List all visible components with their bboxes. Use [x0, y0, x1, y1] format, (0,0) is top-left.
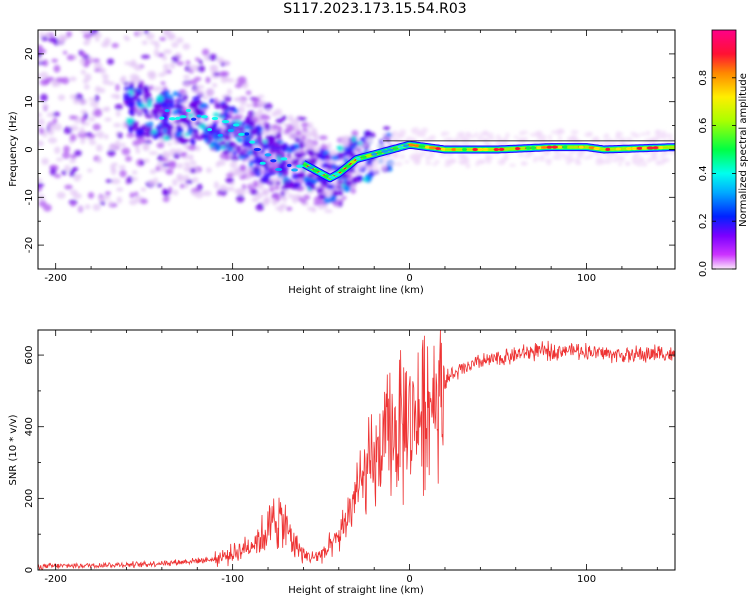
spectrogram-y-label: Frequency (Hz)	[8, 111, 19, 187]
spectrogram-x-tick-label: -200	[44, 273, 67, 284]
snr-x-ticks: -200 -100 0 100	[44, 330, 658, 585]
spectrogram-x-ticks: -200 -100 0 100	[44, 30, 658, 284]
snr-y-ticks: 0 200 400 600	[24, 346, 675, 573]
spectrogram-x-tick-label: 0	[406, 273, 412, 284]
colorbar-tick-label: 0.8	[698, 70, 709, 86]
snr-y-tick-label: 200	[24, 489, 35, 508]
snr-x-label: Height of straight line (km)	[288, 585, 424, 596]
snr-x-tick-label: 0	[406, 574, 412, 585]
figure-title: S117.2023.173.15.54.R03	[283, 1, 467, 17]
snr-series-line	[38, 330, 675, 570]
spectrogram-x-tick-label: 100	[577, 273, 596, 284]
snr-panel: -200 -100 0 100 0 200 400 600 Height of straig…	[8, 329, 676, 596]
snr-y-tick-label: 0	[24, 567, 35, 573]
spectrogram-x-label: Height of straight line (km)	[288, 285, 424, 296]
snr-x-tick-label: -200	[44, 574, 67, 585]
colorbar-tick-label: 0.0	[698, 261, 709, 277]
spectrogram-y-tick-label: -20	[24, 237, 35, 253]
snr-background	[38, 330, 675, 570]
spectrogram-y-tick-label: -10	[24, 189, 35, 205]
colorbar-tick-label: 0.2	[698, 213, 709, 229]
colorbar-tick-label: 0.6	[698, 118, 709, 134]
snr-y-tick-label: 400	[24, 417, 35, 436]
snr-frame	[37, 329, 676, 571]
colorbar-frame	[711, 29, 737, 270]
snr-y-tick-label: 600	[24, 346, 35, 365]
colorbar-label: Normalized spectral amplitude	[738, 73, 749, 227]
spectrogram-y-ticks: -20 -10 0 10 20	[24, 29, 675, 270]
spectrogram-y-tick-label: 10	[24, 95, 35, 108]
snr-y-label: SNR (10 * v/v)	[8, 414, 19, 485]
colorbar-tick-label: 0.4	[698, 165, 709, 181]
snr-x-tick-label: -100	[221, 574, 244, 585]
spectrogram-y-tick-label: 0	[24, 146, 35, 152]
colorbar-ticks: 0.0 0.2 0.4 0.6 0.8	[698, 70, 736, 277]
spectrogram-y-tick-label: 20	[24, 48, 35, 61]
colorbar-gradient	[712, 30, 736, 269]
spectrogram-ridge	[159, 108, 675, 183]
snr-x-tick-label: 100	[577, 574, 596, 585]
spectrogram-x-tick-label: -100	[221, 273, 244, 284]
colorbar: 0.0 0.2 0.4 0.6 0.8 Normalized spectral ampl…	[698, 29, 749, 277]
